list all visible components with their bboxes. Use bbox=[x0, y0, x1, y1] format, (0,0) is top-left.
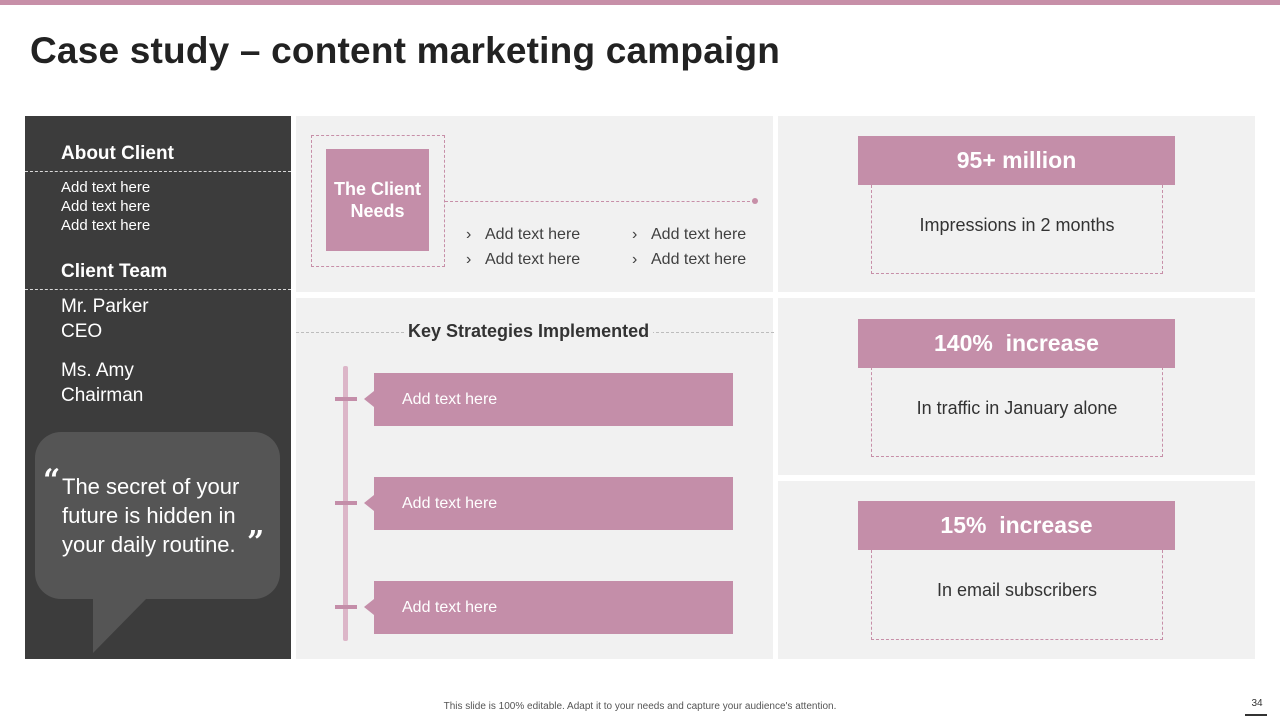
strategies-title: Key Strategies Implemented bbox=[404, 321, 654, 342]
about-line: Add text here bbox=[61, 198, 151, 215]
needs-bullet: › Add text here bbox=[466, 251, 580, 269]
strategy-pointer bbox=[364, 495, 374, 511]
stat-frame bbox=[871, 367, 1163, 457]
stat-value: 140% increase bbox=[858, 319, 1175, 368]
needs-bullet-text: Add text here bbox=[651, 226, 747, 243]
open-quote-icon: “ bbox=[43, 463, 61, 498]
needs-bullet: › Add text here bbox=[632, 251, 746, 269]
chevron-right-icon: › bbox=[632, 251, 638, 268]
about-client-heading: About Client bbox=[61, 143, 174, 164]
client-info-panel: About Client Add text here Add text here… bbox=[25, 116, 291, 659]
about-line: Add text here bbox=[61, 179, 151, 196]
team-member-role: Chairman bbox=[61, 385, 144, 406]
chevron-right-icon: › bbox=[466, 251, 472, 268]
top-accent-bar bbox=[0, 0, 1280, 5]
page-number-underline bbox=[1245, 714, 1267, 716]
stat-frame bbox=[871, 550, 1163, 640]
needs-bullet: › Add text here bbox=[466, 226, 580, 244]
stat-description: In traffic in January alone bbox=[916, 398, 1118, 418]
strategy-item-text: Add text here bbox=[402, 598, 498, 616]
strategy-pointer bbox=[364, 391, 374, 407]
timeline-tick bbox=[335, 397, 357, 401]
team-member-name: Ms. Amy bbox=[61, 360, 134, 381]
strategy-pointer bbox=[364, 599, 374, 615]
quote-bubble-tail bbox=[93, 598, 147, 653]
connector-dot bbox=[752, 198, 758, 204]
connector-line bbox=[445, 201, 755, 202]
stat-frame bbox=[871, 185, 1163, 274]
client-needs-frame bbox=[311, 135, 445, 267]
about-divider bbox=[25, 171, 291, 172]
strategy-item-text: Add text here bbox=[402, 390, 498, 408]
strategy-item: Add text here bbox=[374, 581, 733, 634]
timeline-tick bbox=[335, 501, 357, 505]
needs-bullet: › Add text here bbox=[632, 226, 746, 244]
strategy-item-text: Add text here bbox=[402, 494, 498, 512]
strategy-item: Add text here bbox=[374, 477, 733, 530]
footer-note: This slide is 100% editable. Adapt it to… bbox=[443, 701, 837, 712]
quote-text: The secret of your future is hidden in y… bbox=[62, 474, 240, 557]
needs-bullet-text: Add text here bbox=[485, 251, 581, 268]
strategy-item: Add text here bbox=[374, 373, 733, 426]
needs-bullet-text: Add text here bbox=[651, 251, 747, 268]
timeline-tick bbox=[335, 605, 357, 609]
team-member-role: CEO bbox=[61, 321, 103, 342]
stat-description: Impressions in 2 months bbox=[919, 215, 1115, 235]
needs-bullet-text: Add text here bbox=[485, 226, 581, 243]
quote-bubble bbox=[35, 432, 280, 599]
page-number: 34 bbox=[1251, 698, 1263, 709]
chevron-right-icon: › bbox=[632, 226, 638, 243]
client-needs-label: The Client Needs bbox=[326, 149, 429, 251]
stat-description: In email subscribers bbox=[936, 580, 1098, 600]
close-quote-icon: ” bbox=[247, 525, 265, 560]
team-member-name: Mr. Parker bbox=[61, 296, 149, 317]
chevron-right-icon: › bbox=[466, 226, 472, 243]
team-divider bbox=[25, 289, 291, 290]
about-line: Add text here bbox=[61, 217, 151, 234]
stat-value: 95+ million bbox=[858, 136, 1175, 185]
stat-value: 15% increase bbox=[858, 501, 1175, 550]
client-team-heading: Client Team bbox=[61, 261, 168, 282]
slide-title: Case study – content marketing campaign bbox=[30, 30, 781, 71]
